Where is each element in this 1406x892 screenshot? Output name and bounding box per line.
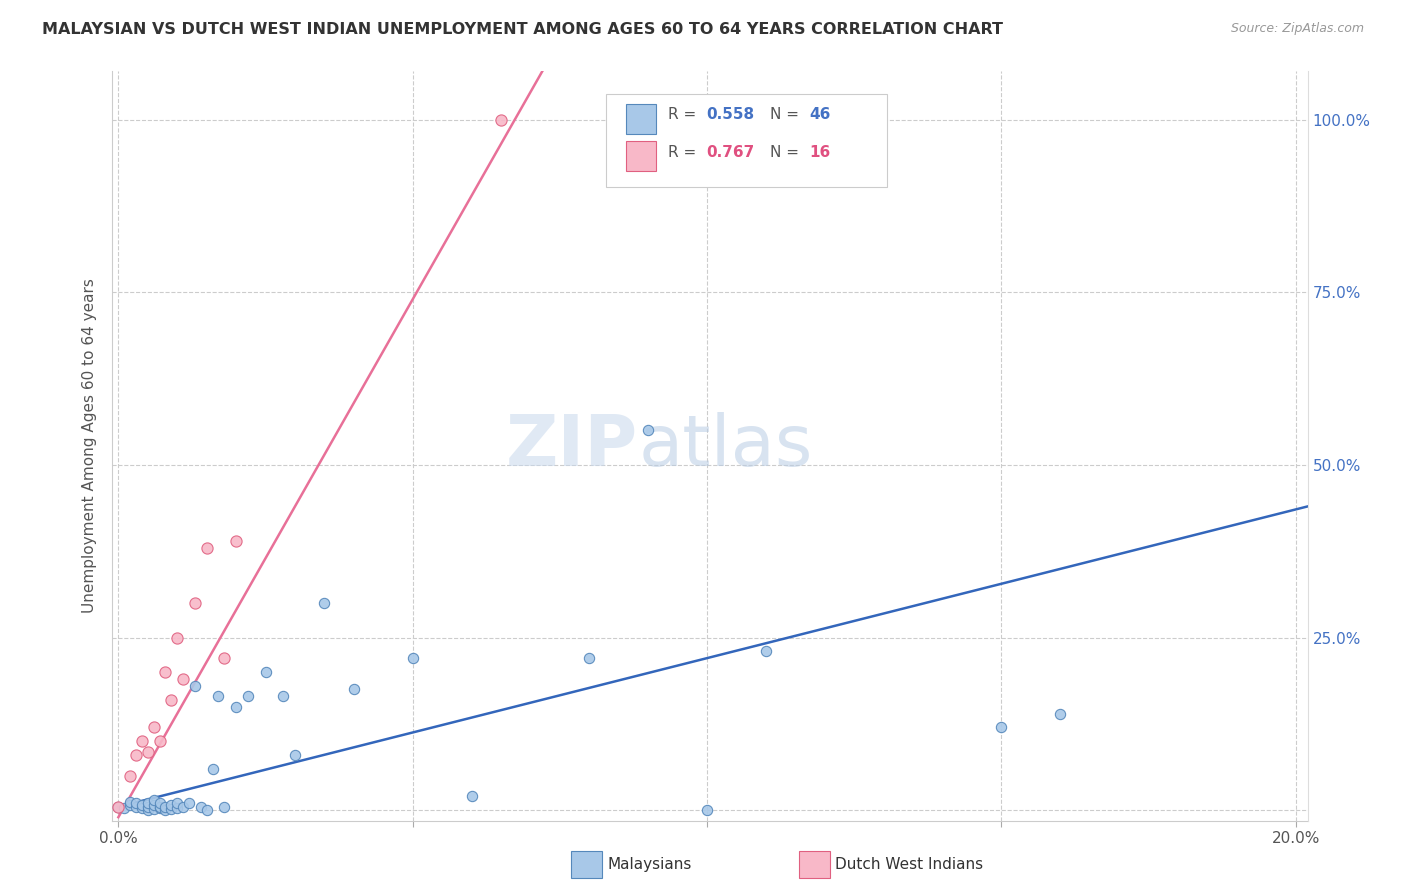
Point xyxy=(166,797,188,811)
Point xyxy=(225,699,247,714)
Point xyxy=(207,690,229,704)
Point xyxy=(155,803,177,817)
Point xyxy=(184,596,207,610)
Text: Source: ZipAtlas.com: Source: ZipAtlas.com xyxy=(1230,22,1364,36)
Point xyxy=(578,651,600,665)
Text: R =: R = xyxy=(668,145,702,160)
Point xyxy=(284,747,307,762)
Point xyxy=(637,424,659,438)
Text: N =: N = xyxy=(770,107,804,122)
Point xyxy=(160,797,183,812)
Point xyxy=(195,803,218,817)
Text: Dutch West Indians: Dutch West Indians xyxy=(835,857,983,871)
Point xyxy=(696,803,718,817)
Text: R =: R = xyxy=(668,107,702,122)
Text: 0.558: 0.558 xyxy=(706,107,755,122)
Bar xyxy=(627,141,657,171)
Y-axis label: Unemployment Among Ages 60 to 64 years: Unemployment Among Ages 60 to 64 years xyxy=(82,278,97,614)
Point xyxy=(172,800,194,814)
Point xyxy=(755,644,778,658)
Text: atlas: atlas xyxy=(638,411,813,481)
Point xyxy=(190,800,212,814)
Point xyxy=(120,797,142,812)
Point xyxy=(254,665,277,680)
Point xyxy=(107,800,129,814)
Point xyxy=(1049,706,1071,721)
Point xyxy=(125,800,148,814)
Point xyxy=(271,690,294,704)
Point xyxy=(155,665,177,680)
Point xyxy=(131,798,153,813)
Point xyxy=(184,679,207,693)
Bar xyxy=(627,103,657,134)
Text: MALAYSIAN VS DUTCH WEST INDIAN UNEMPLOYMENT AMONG AGES 60 TO 64 YEARS CORRELATIO: MALAYSIAN VS DUTCH WEST INDIAN UNEMPLOYM… xyxy=(42,22,1002,37)
Point xyxy=(131,801,153,815)
Point xyxy=(148,801,170,815)
Point xyxy=(402,651,425,665)
Point xyxy=(148,797,170,811)
Point xyxy=(214,800,236,814)
Point xyxy=(148,800,170,814)
Point xyxy=(166,801,188,815)
Point xyxy=(225,533,247,548)
Point xyxy=(125,747,148,762)
Point xyxy=(214,651,236,665)
Text: 16: 16 xyxy=(810,145,831,160)
Point xyxy=(201,762,224,776)
Text: Malaysians: Malaysians xyxy=(607,857,692,871)
Point xyxy=(177,797,200,811)
Point xyxy=(314,596,336,610)
Point xyxy=(195,541,218,555)
Point xyxy=(120,769,142,783)
Point xyxy=(136,745,159,759)
Text: N =: N = xyxy=(770,145,804,160)
Point xyxy=(460,789,482,804)
Point xyxy=(155,800,177,814)
FancyBboxPatch shape xyxy=(606,94,887,187)
Point xyxy=(136,800,159,814)
Point xyxy=(136,803,159,817)
Point xyxy=(142,798,165,813)
Point xyxy=(142,720,165,734)
Point xyxy=(236,690,259,704)
Text: 46: 46 xyxy=(810,107,831,122)
Point xyxy=(343,682,366,697)
Point xyxy=(136,797,159,811)
Point xyxy=(489,112,512,127)
Point xyxy=(990,720,1012,734)
Point xyxy=(166,631,188,645)
Point xyxy=(112,801,135,815)
Point xyxy=(142,802,165,816)
Point xyxy=(107,800,129,814)
Point xyxy=(120,795,142,809)
Point xyxy=(131,734,153,748)
Point xyxy=(125,797,148,811)
Point xyxy=(160,693,183,707)
Point xyxy=(172,672,194,686)
Text: 0.767: 0.767 xyxy=(706,145,755,160)
Text: ZIP: ZIP xyxy=(506,411,638,481)
Point xyxy=(142,793,165,807)
Point xyxy=(148,734,170,748)
Point xyxy=(160,802,183,816)
